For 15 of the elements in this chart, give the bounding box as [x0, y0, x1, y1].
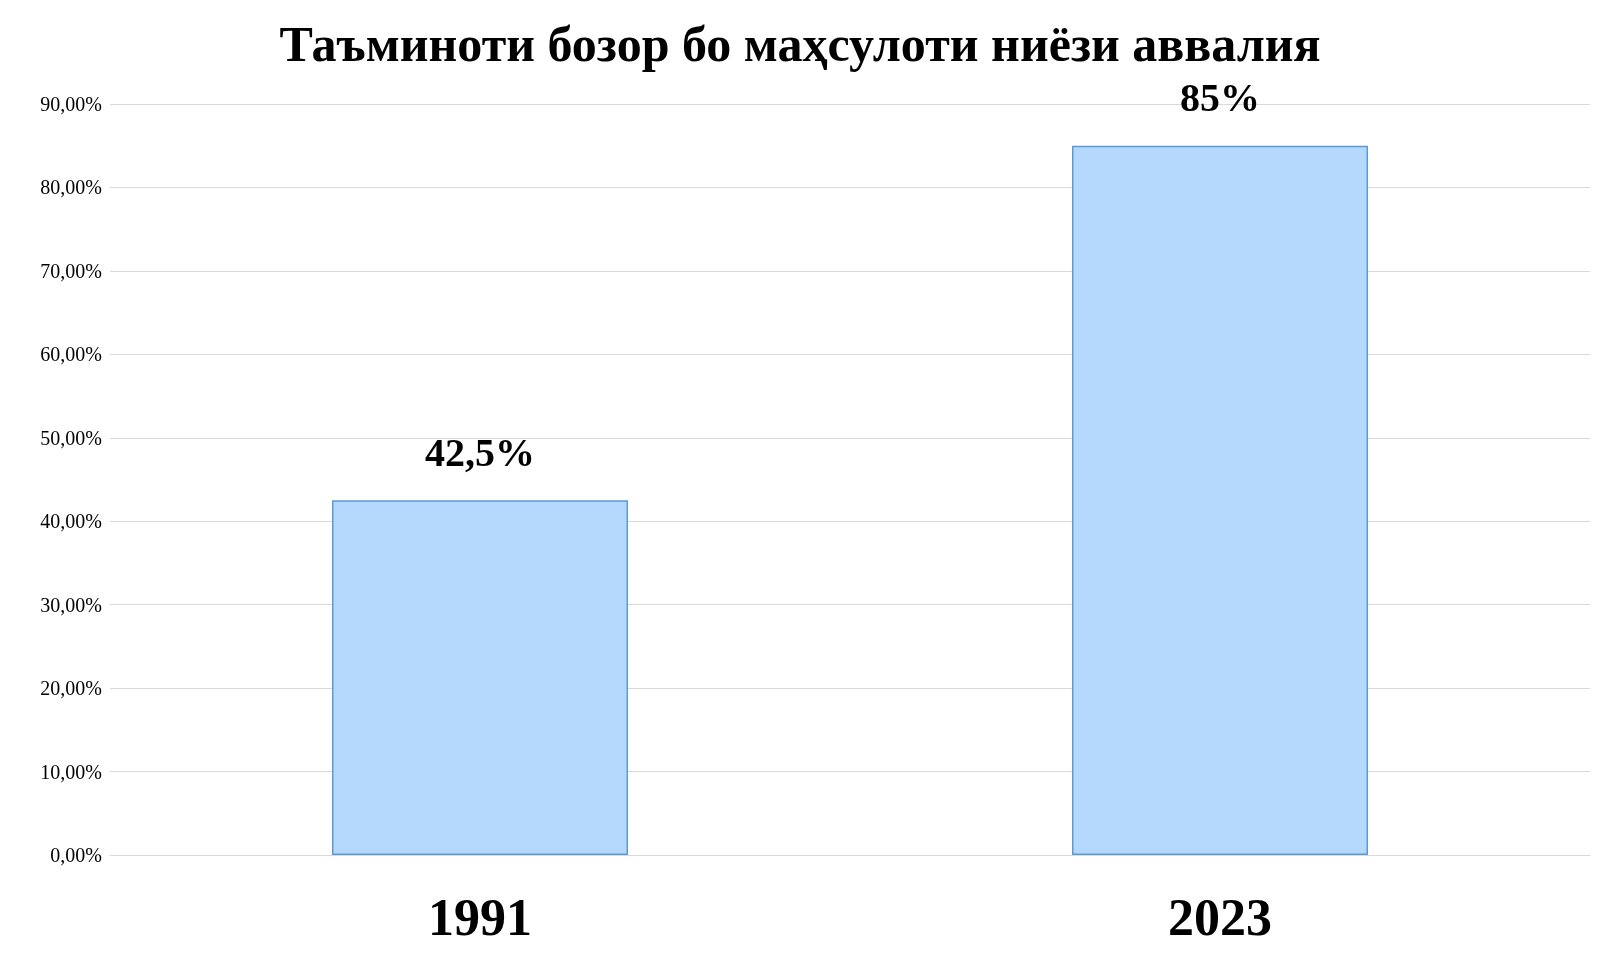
- y-tick-label: 30,00%: [40, 593, 102, 616]
- y-tick-label: 10,00%: [40, 760, 102, 783]
- y-tick-label: 90,00%: [40, 93, 102, 115]
- data-label: 85%: [1180, 75, 1260, 121]
- data-label: 42,5%: [425, 429, 535, 475]
- y-tick-label: 50,00%: [40, 426, 102, 449]
- x-tick-label: 2023: [1168, 888, 1272, 946]
- y-tick-label: 20,00%: [40, 677, 102, 700]
- y-tick-label: 80,00%: [40, 176, 102, 199]
- y-tick-label: 0,00%: [50, 844, 102, 866]
- x-tick-label: 1991: [428, 888, 532, 946]
- chart-title: Таъминоти бозор бо маҳсулоти ниёзи аввалия: [279, 16, 1321, 72]
- y-tick-label: 70,00%: [40, 259, 102, 282]
- y-tick-label: 60,00%: [40, 343, 102, 366]
- y-tick-label: 40,00%: [40, 510, 102, 533]
